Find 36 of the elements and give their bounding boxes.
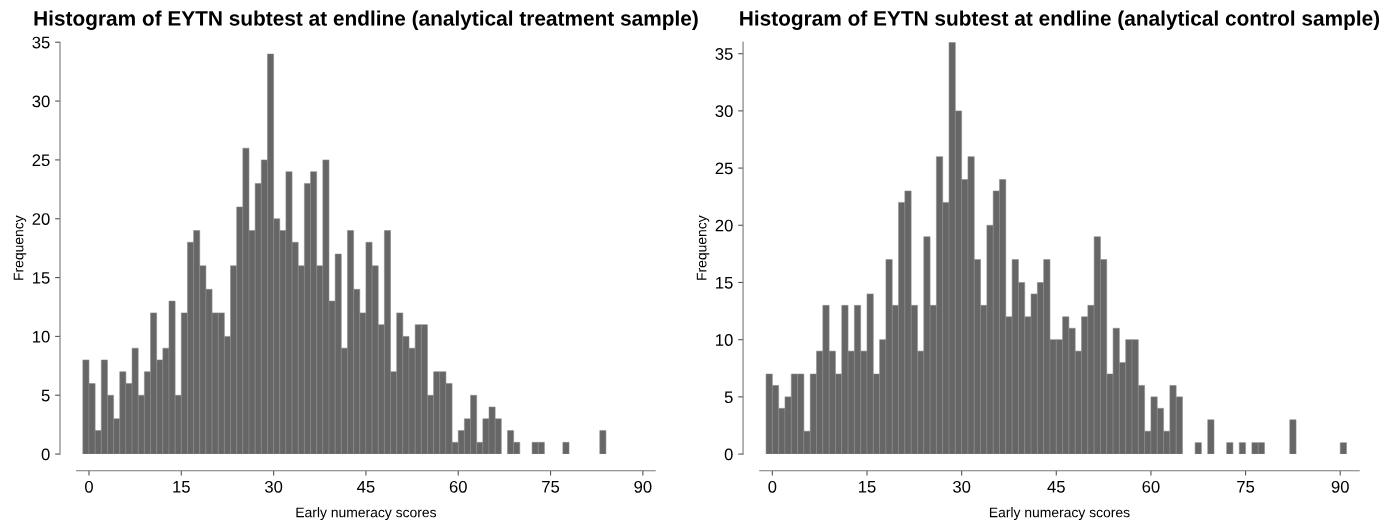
x-tick-label: 90	[1331, 480, 1349, 493]
x-tick-label: 15	[173, 481, 190, 493]
x-tick-label: 0	[768, 480, 777, 493]
x-tick-label: 75	[1237, 481, 1255, 493]
x-tick-label: 45	[1047, 481, 1065, 493]
chart-title: Histogram of EYTN subtest at endline (analytical treatment sample)	[34, 10, 698, 30]
y-tick-label: 15	[716, 277, 733, 289]
y-axis-title: Frequency	[13, 215, 27, 280]
y-tick-label: 35	[32, 36, 50, 49]
y-tick-label: 30	[32, 95, 50, 108]
x-tick-label: 30	[264, 480, 283, 493]
y-tick-label: 10	[33, 330, 50, 343]
y-tick-label: 20	[715, 219, 733, 232]
chart-title: Histogram of EYTN subtest at endline (analytical control sample)	[740, 10, 1380, 30]
y-axis-title: Frequency	[696, 215, 710, 280]
x-tick-label: 90	[634, 480, 652, 493]
y-tick-label: 30	[715, 105, 733, 118]
x-tick-label: 60	[449, 480, 467, 493]
y-tick-label: 15	[33, 272, 50, 284]
x-tick-label: 75	[542, 481, 560, 493]
y-tick-label: 0	[41, 448, 50, 461]
y-tick-label: 5	[724, 391, 733, 404]
x-tick-label: 45	[357, 481, 375, 493]
x-tick-label: 30	[953, 480, 971, 493]
x-tick-label: 0	[85, 480, 93, 493]
y-tick-label: 0	[724, 448, 733, 461]
y-tick-label: 10	[716, 334, 733, 346]
y-tick-label: 20	[32, 213, 50, 225]
x-tick-label: 15	[859, 481, 876, 493]
y-tick-label: 5	[41, 389, 50, 402]
x-axis-title: Early numeracy scores	[296, 507, 437, 521]
y-tick-label: 35	[715, 48, 733, 60]
y-tick-label: 25	[32, 154, 50, 167]
x-tick-label: 60	[1142, 480, 1160, 493]
x-axis-title: Early numeracy scores	[989, 507, 1130, 521]
y-tick-label: 25	[715, 162, 733, 175]
